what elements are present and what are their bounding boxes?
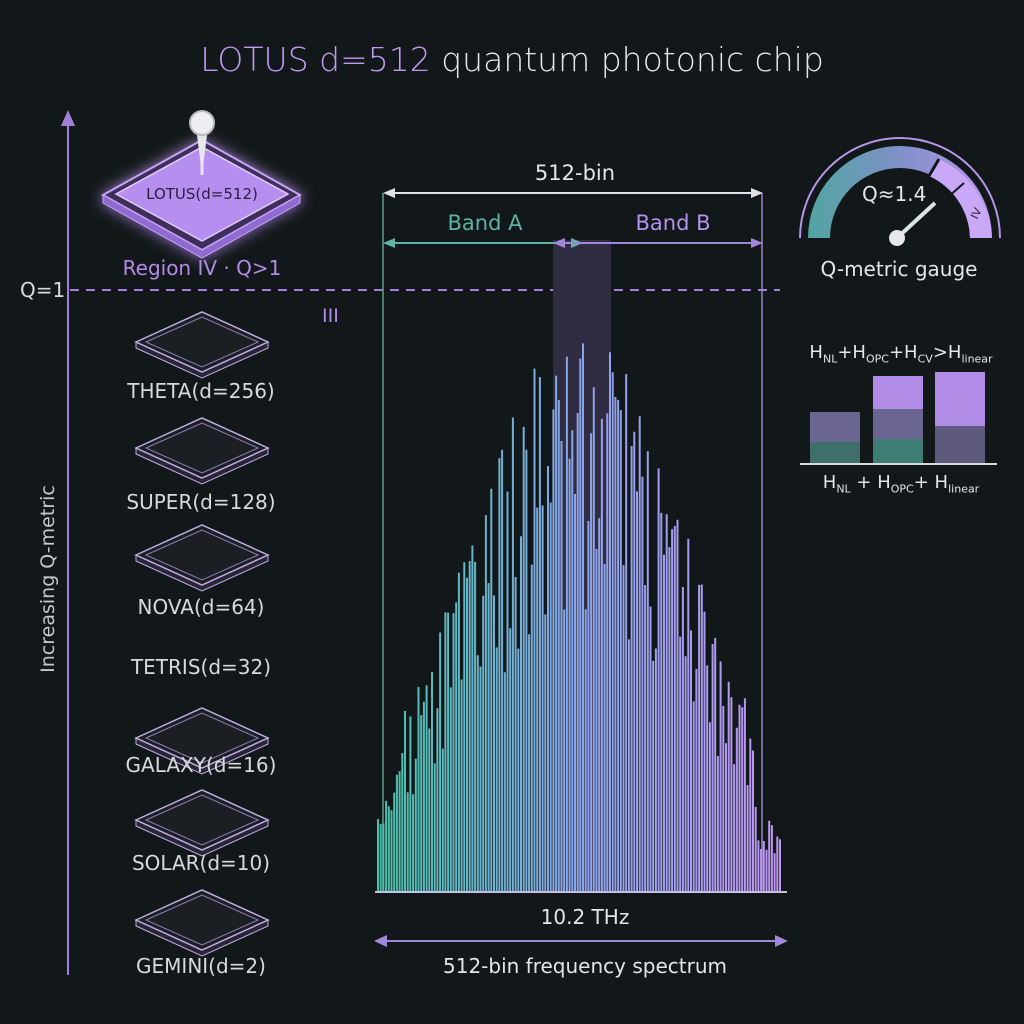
formula-operator: + xyxy=(837,342,853,363)
chip-icon xyxy=(134,889,270,957)
formula-term: HOPC xyxy=(877,472,914,496)
title-highlight: LOTUS d=512 xyxy=(200,40,431,79)
chip-label-tetris: TETRIS(d=32) xyxy=(130,655,272,679)
entropy-formula-bottom: HNL + HOPC+ Hlinear xyxy=(796,472,1006,496)
chip-label-nova: NOVA(d=64) xyxy=(137,595,265,619)
span-label: 512-bin xyxy=(534,161,616,185)
formula-term: HNL xyxy=(822,472,851,496)
entropy-bars xyxy=(800,372,997,465)
lotus-chip-icon xyxy=(100,138,303,259)
gauge-sector-iv xyxy=(929,159,992,238)
chip-icon xyxy=(134,789,270,857)
bandwidth-arrow xyxy=(374,935,788,947)
page-title: LOTUS d=512 quantum photonic chip xyxy=(0,40,1024,79)
gauge-needle xyxy=(895,201,937,240)
chip-label-theta: THETA(d=256) xyxy=(127,379,275,403)
formula-operator: > xyxy=(932,342,948,363)
title-rest: quantum photonic chip xyxy=(441,40,824,79)
spectrum-caption: 512-bin frequency spectrum xyxy=(443,954,727,978)
gauge-hub xyxy=(889,230,905,246)
band-b-arrow xyxy=(553,238,763,248)
formula-operator: + xyxy=(850,472,878,493)
spectrum-bars xyxy=(377,343,781,891)
chip-label-galaxy: GALAXY(d=16) xyxy=(125,753,277,777)
axis-arrow-icon xyxy=(61,110,75,126)
location-pin-icon xyxy=(189,110,215,175)
chip-icon xyxy=(134,524,270,592)
formula-term: HNL xyxy=(809,342,838,366)
band-b-label: Band B xyxy=(635,211,711,235)
chip-icons xyxy=(134,311,270,957)
q-metric-gauge xyxy=(799,137,1001,246)
region-iv-label: Region IV · Q>1 xyxy=(122,256,282,280)
span-arrow xyxy=(383,188,763,198)
chip-icon xyxy=(134,417,270,485)
lotus-chip-label: LOTUS(d=512) xyxy=(146,185,258,203)
gauge-value-label: Q≈1.4 xyxy=(862,182,927,206)
gauge-caption: Q-metric gauge xyxy=(820,257,978,281)
q1-threshold-label: Q=1 xyxy=(20,278,66,302)
formula-term: HOPC xyxy=(852,342,889,366)
formula-operator: + xyxy=(888,342,905,363)
chip-icon xyxy=(134,707,270,775)
chip-label-solar: SOLAR(d=10) xyxy=(131,851,271,875)
bandwidth-label: 10.2 THz xyxy=(540,905,630,929)
formula-term: HCV xyxy=(904,342,933,366)
region-iii-label: III xyxy=(322,305,339,327)
band-a-label: Band A xyxy=(447,211,523,235)
chip-icon xyxy=(134,311,270,379)
q-metric-axis xyxy=(61,110,75,975)
formula-term: Hlinear xyxy=(947,342,993,366)
q-metric-axis-label: Increasing Q-metric xyxy=(37,485,59,673)
chip-label-gemini: GEMINI(d=2) xyxy=(136,954,266,978)
chip-label-super: SUPER(d=128) xyxy=(126,490,276,514)
formula-term: Hlinear xyxy=(934,472,980,496)
entropy-formula-top: HNL+HOPC+HCV>Hlinear xyxy=(796,342,1006,366)
formula-operator: + xyxy=(913,472,935,493)
